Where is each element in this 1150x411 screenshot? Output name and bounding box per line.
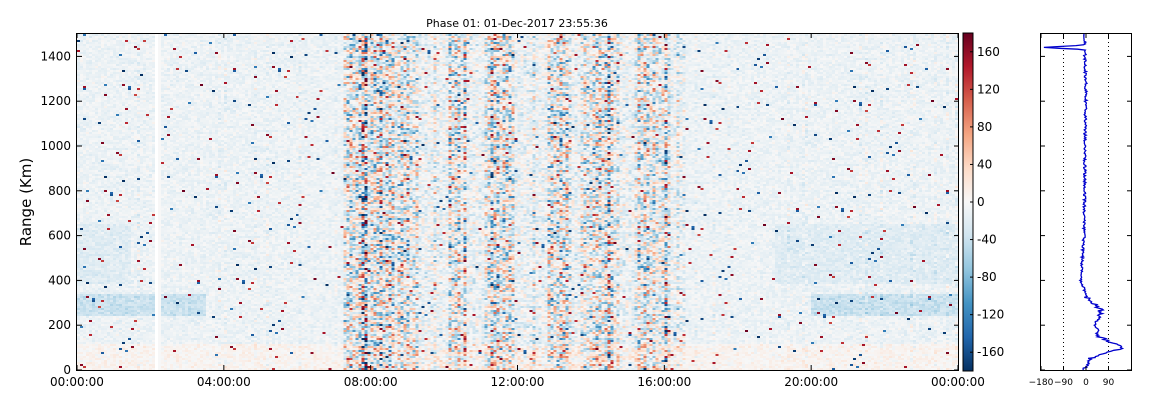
colorbar-tick-label: -120	[977, 308, 1004, 322]
x-tick-label: 08:00:00	[344, 375, 398, 389]
colorbar-tick-label: 0	[977, 195, 985, 209]
colorbar-tick-label: 120	[977, 82, 1000, 96]
profile-axes: −180 −90 0 90	[1029, 34, 1131, 388]
profile-x-tick-label: 0	[1083, 378, 1089, 388]
phase-profile	[1043, 33, 1125, 371]
phase-profile-line	[1043, 33, 1125, 371]
chart-title: Phase 01: 01-Dec-2017 23:55:36	[426, 17, 608, 30]
profile-frame	[1040, 33, 1132, 371]
y-tick-label: 1000	[40, 139, 71, 153]
y-tick-label: 600	[48, 229, 71, 243]
x-tick-label: 12:00:00	[491, 375, 545, 389]
profile-x-tick-label: 90	[1103, 378, 1115, 388]
heatmap-frame	[76, 33, 959, 371]
heatmap-image	[77, 34, 958, 370]
y-tick-label: 1200	[40, 94, 71, 108]
colorbar-tick-label: 80	[977, 120, 992, 134]
profile-x-tick-label: −180	[1029, 378, 1054, 388]
colorbar-tick-label: 160	[977, 45, 1000, 59]
heatmap-area	[77, 34, 958, 370]
profile-x-tick-label: −90	[1054, 378, 1073, 388]
colorbar-tick-label: -80	[977, 270, 997, 284]
colorbar-axes: 160 120 80 40 0 -40 -80 -120 -160	[970, 45, 1004, 359]
colorbar-tick-label: 40	[977, 157, 992, 171]
y-tick-label: 800	[48, 184, 71, 198]
x-tick-label: 00:00:00	[50, 375, 104, 389]
x-tick-label: 04:00:00	[197, 375, 251, 389]
x-tick-label: 16:00:00	[637, 375, 691, 389]
x-tick-label: 20:00:00	[784, 375, 838, 389]
colorbar-tick-label: -160	[977, 345, 1004, 359]
y-tick-label: 200	[48, 318, 71, 332]
heatmap-axes: 0 200 400 600 800 1000 1200 1400 00:00:00 04:00:0…	[40, 34, 985, 389]
y-axis-label: Range (Km)	[17, 158, 35, 246]
y-tick-label: 400	[48, 273, 71, 287]
y-tick-label: 0	[63, 363, 71, 377]
x-tick-label: 00:00:00	[931, 375, 985, 389]
colorbar-tick-label: -40	[977, 233, 997, 247]
y-tick-label: 1400	[40, 49, 71, 63]
